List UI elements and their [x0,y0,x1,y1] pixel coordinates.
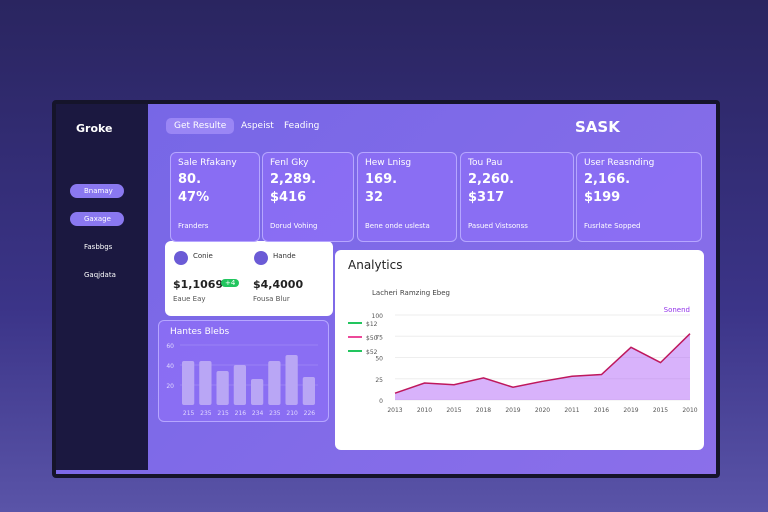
card-footer: Fusrlate Sopped [584,222,641,230]
stat-card [262,152,354,242]
profile-name: Conie [193,252,213,260]
card-title: Fenl Gky [270,158,309,168]
card-title: Sale Rfakany [178,158,237,168]
top-tab[interactable]: Aspeist [241,121,274,131]
chart-subtitle: Lacheri Ramzing Ebeg [372,289,450,297]
x-tick-label: 215 [217,410,229,417]
avatar [174,251,188,265]
x-tick-label: 2016 [594,407,609,414]
stat-card [357,152,457,242]
x-tick-label: 215 [183,410,195,417]
nav-item[interactable]: Gaqjdata [84,271,116,279]
card-footer: Pasued Vistsonss [468,222,528,230]
bar [268,361,281,405]
card-sub: $416 [270,190,307,205]
x-tick-label: 235 [269,410,281,417]
x-tick-label: 2015 [446,407,461,414]
card-value: 2,260. [468,172,515,187]
legend-label: $50 [366,335,378,342]
badge: +4 [221,279,240,287]
x-tick-label: 216 [235,410,247,417]
bar [216,371,229,405]
bar [182,361,195,405]
legend-label: $12 [366,321,378,328]
top-tab[interactable]: Feading [284,121,320,131]
x-tick-label: 2020 [535,407,550,414]
nav-item[interactable]: Fasbbgs [84,243,113,251]
card-value: 2,289. [270,172,317,187]
card-value: 80. [178,172,202,187]
card-title: Hew Lnisg [365,158,412,168]
y-tick-label: 20 [166,383,174,390]
area [395,333,690,400]
card-title: User Reasnding [584,158,655,168]
x-tick-label: 2018 [476,407,491,414]
bar [199,361,212,405]
y-tick-label: 60 [166,343,174,350]
y-tick-label: 40 [166,363,174,370]
nav-item[interactable]: Bnamay [70,184,124,198]
card-value: 2,166. [584,172,631,187]
stat-card [460,152,574,242]
x-tick-label: 2010 [417,407,432,414]
x-tick-label: 2013 [387,407,402,414]
legend-label: Sonend [664,306,690,314]
profile-note: Fousa Blur [253,295,290,303]
x-tick-label: 2011 [564,407,579,414]
x-tick-label: 234 [252,410,264,417]
card-footer: Franders [178,222,209,230]
card-footer: Dorud Vohing [270,222,318,230]
bar [233,365,246,405]
chart-title: Hantes Blebs [170,327,230,337]
stat-card [576,152,702,242]
legend-label: $52 [366,349,378,356]
x-tick-label: 2010 [682,407,697,414]
brand: Groke [76,122,113,135]
y-tick-label: 100 [372,313,384,320]
x-tick-label: 235 [200,410,212,417]
top-title: SASK [575,118,620,136]
x-tick-label: 226 [304,410,316,417]
profile-amount: $4,4000 [253,278,304,291]
card-title: Tou Pau [468,158,503,168]
line [394,333,691,394]
card-value: 169. [365,172,398,187]
card-sub: $317 [468,190,505,205]
bar [251,379,264,405]
x-tick-label: 2015 [653,407,668,414]
profile-note: Eaue Eay [173,295,206,303]
card-sub: $199 [584,190,621,205]
profile-card [165,241,333,316]
profile-amount: $1,1069 [173,278,224,291]
card-footer: Bene onde uslesta [365,222,430,230]
analytics-panel [335,250,704,450]
x-tick-label: 2019 [623,407,638,414]
top-tab[interactable]: Get Resulte [166,118,235,134]
nav-item[interactable]: Gaxage [70,212,124,226]
x-tick-label: 2019 [505,407,520,414]
avatar [254,251,268,265]
chart-title: Analytics [348,258,403,272]
y-tick-label: 0 [379,398,383,405]
profile-name: Hande [273,252,296,260]
bar [302,377,315,405]
y-tick-label: 25 [375,377,383,384]
y-tick-label: 75 [375,334,383,341]
card-sub: 47% [178,190,210,205]
bar [285,355,298,405]
y-tick-label: 50 [375,356,383,363]
x-tick-label: 210 [286,410,298,417]
sidebar [56,104,148,470]
stat-card [170,152,260,242]
card-sub: 32 [365,190,384,205]
